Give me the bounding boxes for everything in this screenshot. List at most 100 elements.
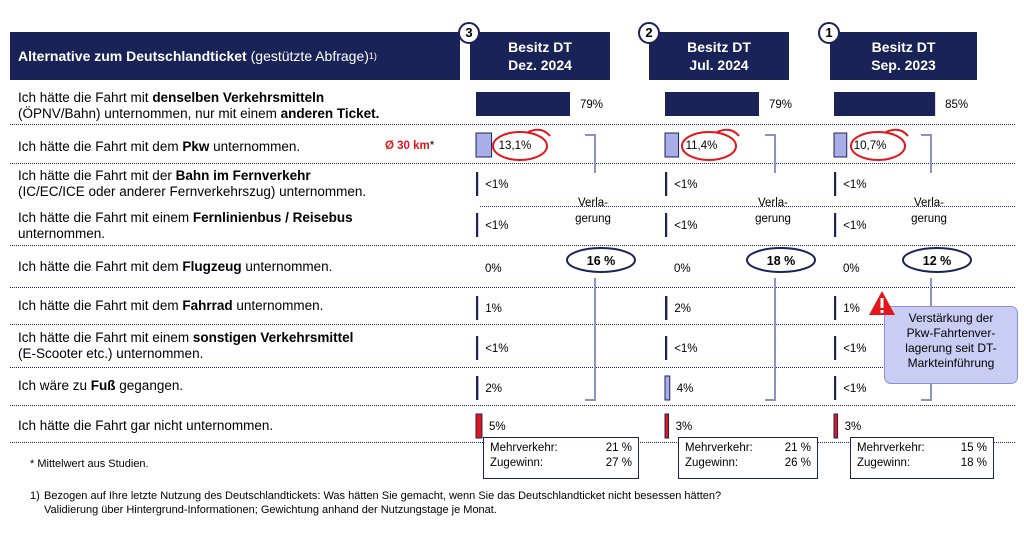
row-divider [10,367,1015,368]
bracket [765,278,776,401]
data-label: 79% [580,99,603,111]
data-label: <1% [674,179,697,191]
row-divider [10,245,1015,246]
bracket [921,134,932,173]
row-divider [480,206,1015,207]
bar [833,132,848,158]
row-label-fernverkehr: Ich hätte die Fahrt mit der Bahn im Fern… [18,168,367,199]
highlight-tick [527,128,551,137]
pkw-distance-note: Ø 30 km* [385,140,435,152]
header-title-bold: Alternative zum Deutschlandticket [18,48,247,64]
bar [665,92,760,116]
header-title-sup: 1) [368,51,377,61]
data-label: 11,4% [686,140,718,152]
verlagerung-value: 18 % [767,254,796,268]
data-label: 1% [843,303,860,315]
verlagerung-label: gerung [575,213,611,225]
verlagerung-label: Verla- [578,197,608,209]
data-label: 5% [489,421,506,433]
row-divider [10,287,1015,288]
column-header-jul-2024: Besitz DT Jul. 2024 [649,32,789,80]
bar [476,172,479,196]
highlight-ellipse [850,131,906,161]
row-label-flugzeug: Ich hätte die Fahrt mit dem Flugzeug unt… [18,259,333,274]
bar [834,296,837,320]
data-label: 85% [945,99,968,111]
column-header-line1: Besitz DT [871,39,936,55]
verlagerung-value: 12 % [923,254,952,268]
column-header-sep-2023: Besitz DT Sep. 2023 [830,32,977,80]
verlagerung-oval [566,247,636,273]
data-label: <1% [843,179,866,191]
data-label: <1% [485,220,508,232]
bar [475,413,483,439]
verlagerung-value: 16 % [587,254,616,268]
bar [834,376,837,400]
badge-number: 3 [458,22,480,44]
data-label: 10,7% [854,140,887,152]
warning-triangle-icon [869,291,895,315]
verlagerung-label: gerung [755,213,791,225]
verlagerung-oval [902,247,972,273]
data-label: 0% [485,263,502,275]
column-header-line2: Sep. 2023 [871,57,936,73]
highlight-ellipse [681,131,737,161]
summary-box-jul-2024: Mehrverkehr: 21 % Zugewinn: 26 % [678,437,818,479]
data-label: 4% [677,383,694,395]
bracket [585,278,596,401]
data-label: 13,1% [499,140,532,152]
row-divider [10,405,1015,406]
data-label: <1% [485,179,508,191]
data-label: 2% [485,383,502,395]
verlagerung-label: Verla- [914,197,944,209]
bar [833,413,839,439]
bar [834,213,837,237]
row-label-gar-nicht: Ich hätte die Fahrt gar nicht unternomme… [18,418,274,433]
bar [834,336,837,360]
row-label-fernbus: Ich hätte die Fahrt mit einem Fernlinien… [18,210,353,241]
data-label: <1% [843,383,866,395]
bar [664,375,671,401]
table-header-title: Alternative zum Deutschlandticket (gestü… [10,32,460,80]
highlight-ellipse [492,131,548,161]
data-label: <1% [674,343,697,355]
row-label-same-transport: Ich hätte die Fahrt mit denselben Verkeh… [18,90,380,121]
bar [834,92,936,116]
data-label: 1% [485,303,502,315]
row-label-fuss: Ich wäre zu Fuß gegangen. [18,378,184,393]
verlagerung-label: Verla- [758,197,788,209]
column-header-line1: Besitz DT [508,39,572,55]
bracket [585,134,596,173]
footnote-1: 1) Bezogen auf Ihre letzte Nutzung des D… [30,490,722,516]
row-label-pkw: Ich hätte die Fahrt mit dem Pkw unternom… [18,139,301,154]
data-label: 0% [674,263,691,275]
column-header-line2: Jul. 2024 [689,57,749,73]
column-header-line1: Besitz DT [687,39,751,55]
summary-box-dez-2024: Mehrverkehr: 21 % Zugewinn: 27 % [483,437,639,479]
badge-number: 2 [638,22,660,44]
bar [665,213,668,237]
bar [476,92,571,116]
bar [476,376,479,400]
data-label: 79% [769,99,792,111]
bar [475,132,493,158]
data-label: <1% [843,343,866,355]
bar [665,336,668,360]
bar [476,296,479,320]
row-divider [10,324,1015,325]
data-label: 2% [674,303,691,315]
column-header-line2: Dez. 2024 [508,57,572,73]
data-label: 0% [843,263,860,275]
data-label: <1% [843,220,866,232]
bracket [765,134,776,173]
footnote-star: * Mittelwert aus Studien. [30,458,149,470]
row-divider [10,163,1015,164]
bar [665,296,668,320]
bar [665,172,668,196]
row-divider [10,124,1015,125]
bar [476,336,479,360]
summary-box-sep-2023: Mehrverkehr: 15 % Zugewinn: 18 % [850,437,994,479]
data-label: <1% [485,343,508,355]
row-label-fahrrad: Ich hätte die Fahrt mit dem Fahrrad unte… [18,298,324,313]
